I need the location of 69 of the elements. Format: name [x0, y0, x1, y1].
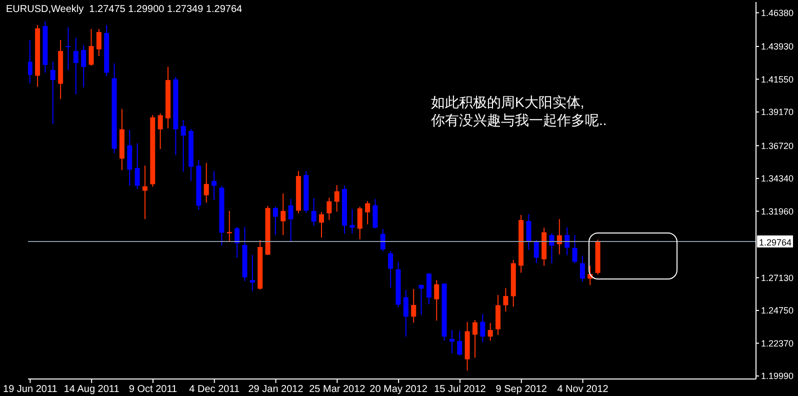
- candlestick: [350, 208, 355, 234]
- candlestick: [272, 206, 278, 236]
- candlestick: [403, 289, 408, 338]
- candlestick: [311, 198, 316, 226]
- x-tick-label: 15 Jul 2012: [434, 384, 486, 396]
- candlestick: [549, 232, 554, 264]
- x-tick-label: 4 Nov 2012: [557, 384, 609, 396]
- x-tick-label: 19 Jun 2011: [3, 384, 58, 396]
- y-tick-label: 1.34340: [761, 174, 794, 184]
- ref-line-label: 1.29764: [759, 237, 792, 248]
- candlestick: [96, 28, 102, 56]
- candlestick: [88, 28, 94, 66]
- candlestick: [534, 239, 539, 264]
- candlestick: [580, 255, 585, 282]
- y-tick-label: 1.31960: [761, 206, 794, 216]
- candlestick: [180, 119, 186, 172]
- candlestick: [326, 197, 332, 221]
- candlestick: [418, 284, 424, 316]
- candlestick: [480, 314, 486, 343]
- candlestick: [388, 250, 394, 288]
- x-tick-label: 9 Sep 2012: [496, 384, 548, 396]
- candlestick: [457, 330, 462, 356]
- annotation: 如此积极的周K大阳实体,: [431, 93, 586, 111]
- x-tick-label: 29 Jan 2012: [248, 384, 304, 396]
- candlestick: [134, 142, 140, 190]
- annotation: 你有没兴趣与我一起作多呢..: [431, 111, 607, 129]
- candlestick: [288, 198, 294, 242]
- candlestick: [212, 170, 217, 200]
- candlestick: [488, 322, 493, 342]
- candlestick: [572, 234, 578, 264]
- candlestick: [372, 198, 378, 230]
- chart-title: EURUSD,Weekly 1.27475 1.29900 1.27349 1.29764: [6, 4, 242, 15]
- candlestick: [280, 192, 286, 236]
- candlestick: [158, 112, 163, 150]
- candlestick: [380, 228, 386, 252]
- x-tick-label: 20 May 2012: [370, 384, 428, 396]
- candlestick: [503, 288, 508, 312]
- candlestick: [142, 165, 148, 220]
- candlestick: [449, 330, 454, 354]
- candlestick: [318, 212, 324, 238]
- y-tick-label: 1.36720: [761, 140, 794, 151]
- y-tick-label: 1.19990: [761, 371, 794, 382]
- candlestick: [234, 226, 240, 258]
- candlestick: [411, 288, 416, 324]
- x-tick-label: 25 Mar 2012: [309, 384, 366, 396]
- candlestick: [73, 37, 78, 95]
- y-tick-label: 1.43930: [761, 42, 794, 52]
- x-tick-label: 14 Aug 2011: [64, 384, 120, 396]
- candlestick: [28, 39, 32, 84]
- y-tick-label: 1.22370: [761, 338, 794, 348]
- candlestick: [81, 44, 86, 88]
- x-tick-label: 9 Oct 2011: [128, 384, 178, 396]
- candlestick: [526, 213, 532, 251]
- candlestick: [334, 184, 340, 212]
- candlestick: [365, 200, 370, 225]
- y-tick-label: 1.46380: [761, 8, 794, 18]
- candlestick: [472, 319, 478, 358]
- candlestick: [434, 280, 440, 322]
- candlestick: [50, 61, 56, 124]
- y-tick-label: 1.27130: [761, 272, 794, 283]
- candlestick: [204, 162, 209, 204]
- candlestick: [250, 254, 255, 292]
- y-tick-label: 1.24750: [761, 306, 794, 316]
- candlestick: [357, 206, 362, 240]
- y-tick-label: 1.39170: [761, 107, 794, 118]
- x-tick-label: 4 Dec 2011: [189, 384, 240, 396]
- y-tick-label: 1.41550: [761, 74, 794, 84]
- candlestick: [66, 26, 71, 70]
- candlestick: [564, 226, 570, 256]
